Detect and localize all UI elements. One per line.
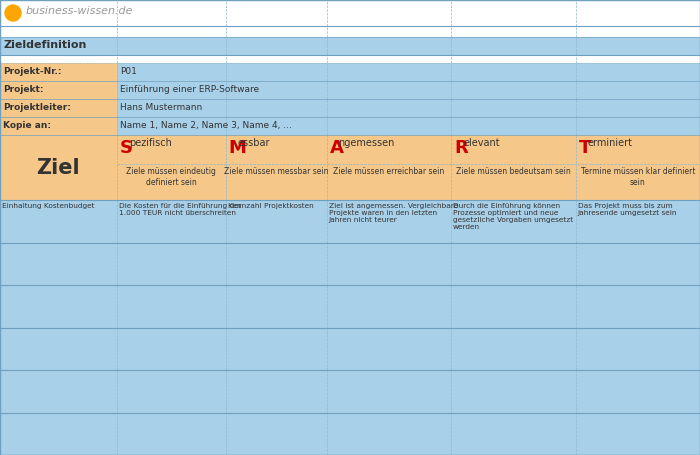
Text: Kopie an:: Kopie an: (3, 121, 51, 130)
Text: Ziel: Ziel (36, 157, 80, 177)
Text: ngemessen: ngemessen (339, 138, 395, 148)
Bar (225, 413, 327, 455)
Bar (0, 55, 700, 63)
Bar (451, 243, 575, 285)
Bar (327, 117, 700, 135)
Bar (117, 328, 225, 370)
Bar (0, 63, 117, 81)
Bar (117, 413, 225, 455)
Text: elevant: elevant (463, 138, 500, 148)
Bar (0, 370, 117, 413)
Bar (0, 135, 700, 200)
Bar (327, 81, 700, 99)
Bar (451, 285, 575, 328)
Bar (117, 370, 225, 413)
Bar (451, 328, 575, 370)
Text: T: T (578, 139, 591, 157)
Bar (0, 328, 117, 370)
Text: Projekt-Nr.:: Projekt-Nr.: (3, 67, 62, 76)
Bar (451, 413, 575, 455)
Bar (451, 370, 575, 413)
Bar (575, 285, 700, 328)
Bar (327, 328, 451, 370)
Text: M: M (228, 139, 246, 157)
Bar (327, 370, 451, 413)
Bar (0, 200, 117, 243)
Bar (225, 370, 327, 413)
Bar (451, 200, 575, 243)
Bar (0, 99, 117, 117)
Bar (225, 243, 327, 285)
Bar (575, 413, 700, 455)
Circle shape (5, 5, 21, 21)
Text: Die Kosten für die Einführung der
1.000 TEUR nicht überschreiten: Die Kosten für die Einführung der 1.000 … (119, 203, 242, 216)
Text: Termine müssen klar definiert
sein: Termine müssen klar definiert sein (580, 167, 695, 187)
Text: P01: P01 (120, 67, 136, 76)
Text: Ziele müssen erreichbar sein: Ziele müssen erreichbar sein (333, 167, 444, 176)
Text: Ziele müssen messbar sein: Ziele müssen messbar sein (224, 167, 328, 176)
Bar (0, 26, 700, 37)
Text: Kennzahl Projektkosten: Kennzahl Projektkosten (228, 203, 314, 209)
Bar (0, 117, 117, 135)
Bar (117, 285, 225, 328)
Bar (117, 200, 225, 243)
Bar (225, 328, 327, 370)
Text: Name 1, Name 2, Name 3, Name 4, ...: Name 1, Name 2, Name 3, Name 4, ... (120, 121, 292, 130)
Text: Durch die Einführung können
Prozesse optimiert und neue
gesetzliche Vorgaben umg: Durch die Einführung können Prozesse opt… (453, 203, 573, 230)
Text: Einführung einer ERP-Software: Einführung einer ERP-Software (120, 85, 259, 94)
Text: Einhaltung Kostenbudget: Einhaltung Kostenbudget (2, 203, 94, 209)
Text: A: A (330, 139, 344, 157)
Bar (117, 63, 327, 81)
Bar (327, 413, 451, 455)
Bar (0, 81, 117, 99)
Text: essbar: essbar (237, 138, 270, 148)
Bar (117, 99, 327, 117)
Bar (117, 117, 327, 135)
Bar (575, 328, 700, 370)
Bar (0, 285, 117, 328)
Bar (327, 99, 700, 117)
Text: Ziele müssen bedeutsam sein: Ziele müssen bedeutsam sein (456, 167, 570, 176)
Bar (327, 243, 451, 285)
Text: Ziel ist angemessen. Vergleichbare
Projekte waren in den letzten
Jahren nicht te: Ziel ist angemessen. Vergleichbare Proje… (328, 203, 458, 223)
Text: Ziele müssen eindeutig
definiert sein: Ziele müssen eindeutig definiert sein (126, 167, 216, 187)
Text: Projekt:: Projekt: (3, 85, 43, 94)
Text: Hans Mustermann: Hans Mustermann (120, 103, 202, 112)
Text: business-wissen.de: business-wissen.de (26, 6, 134, 16)
Bar (117, 81, 327, 99)
Bar (575, 243, 700, 285)
Bar (225, 285, 327, 328)
Text: Projektleiter:: Projektleiter: (3, 103, 71, 112)
Text: erminiert: erminiert (587, 138, 633, 148)
Text: R: R (454, 139, 468, 157)
Bar (0, 413, 117, 455)
Bar (0, 37, 700, 55)
Bar (327, 63, 700, 81)
Text: Das Projekt muss bis zum
Jahresende umgesetzt sein: Das Projekt muss bis zum Jahresende umge… (578, 203, 677, 216)
Bar (327, 285, 451, 328)
Bar (0, 243, 117, 285)
Text: pezifisch: pezifisch (129, 138, 172, 148)
Bar (0, 0, 700, 26)
Bar (575, 370, 700, 413)
Bar (575, 200, 700, 243)
Bar (225, 200, 327, 243)
Text: S: S (120, 139, 133, 157)
Bar (117, 243, 225, 285)
Bar (327, 200, 451, 243)
Text: Zieldefinition: Zieldefinition (4, 40, 88, 50)
